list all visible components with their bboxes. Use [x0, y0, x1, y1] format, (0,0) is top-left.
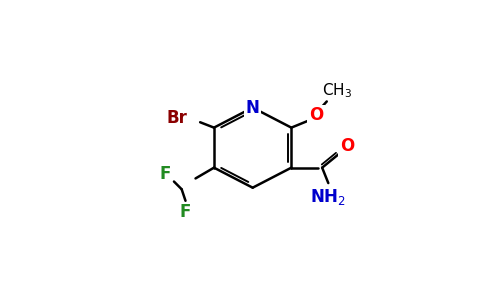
Text: CH$_3$: CH$_3$: [322, 81, 353, 100]
Text: NH$_2$: NH$_2$: [310, 187, 346, 207]
Text: F: F: [159, 165, 170, 183]
Text: F: F: [180, 203, 191, 221]
Text: Br: Br: [166, 110, 187, 128]
Text: N: N: [246, 99, 259, 117]
Text: O: O: [309, 106, 323, 124]
Text: O: O: [340, 137, 354, 155]
